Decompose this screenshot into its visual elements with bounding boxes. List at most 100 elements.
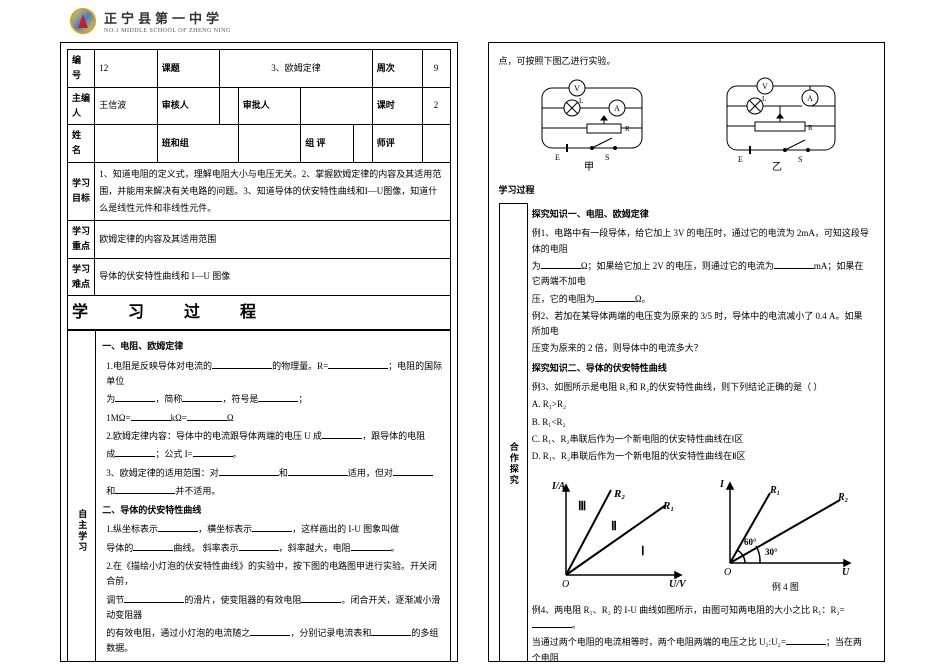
iv-graph-1: I/A U/V O R₂ R₁ Ⅲ Ⅱ Ⅰ [541,475,691,595]
blank [131,411,171,421]
cell-goal: 1、知道电阻的定义式，理解电阻大小与电压无关。2、掌握欧姆定律的内容及其适用范围… [95,162,450,220]
left-body-table: 自主学习 一、电阻、欧姆定律 1.电阻是反映导体对电流的的物理量。R=；电阻的国… [67,330,451,662]
svg-text:60°: 60° [744,537,757,547]
circuit-diagram-left: V A L R S E 甲 [517,76,667,171]
line: 成；公式 I=。 [102,447,443,462]
line: 为Ω；如果给它加上 2V 的电压，则通过它的电流为mA；如果在它两端不加电 [532,259,870,290]
blank [393,466,433,476]
explore-2-title: 探究知识二、导体的伏安特性曲线 [532,361,870,376]
cell-class [238,125,300,163]
content-area: 编 号 12 课题 3、欧姆定律 周次 9 主编人 王信波 审核人 审批人 课时… [0,42,945,662]
iv-graph-2: I U O R₁ R₂ 60° 30° [710,473,860,578]
blank [158,522,198,532]
svg-text:乙: 乙 [772,161,782,171]
svg-text:R₂: R₂ [613,488,625,500]
line: 压，它的电阻为Ω。 [532,292,870,307]
process-title: 学 习 过 程 [68,296,451,330]
cell-topic: 3、欧姆定律 [220,50,373,88]
table-row: 主编人 王信波 审核人 审批人 课时 2 [68,87,451,125]
school-name-block: 正宁县第一中学 NO.1 MIDDLE SCHOOL OF ZHENG NING [104,8,231,34]
blank [178,660,238,662]
cell-approver [301,87,373,125]
line: 的有效电阻，通过小灯泡的电流随之，分别记录电流表和的多组数据。 [102,626,443,657]
cell-editor: 王信波 [95,87,157,125]
process-label: 学习过程 [499,183,875,198]
line: 和并不适用。 [102,484,443,499]
svg-text:Ⅱ: Ⅱ [611,519,617,533]
svg-text:A: A [807,94,813,103]
svg-text:Ⅲ: Ⅲ [578,499,586,513]
line: 1.电阻是反映导体对电流的的物理量。R=；电阻的国际单位 [102,359,443,390]
option-b: B. R₁<R₂ [532,415,870,430]
svg-text:甲: 甲 [584,162,594,171]
svg-text:30°: 30° [765,547,778,557]
explore-1-title: 探究知识一、电阻、欧姆定律 [532,207,870,222]
cell-diff-label: 学习难点 [68,258,95,296]
section-1-title: 一、电阻、欧姆定律 [102,339,443,354]
svg-text:L: L [579,97,583,105]
blank [786,635,826,645]
line: 例2、若加在某导体两端的电压变为原来的 3/5 时，导体中的电流减小了 0.4 … [532,309,870,340]
cell-hours-label: 课时 [372,87,422,125]
cell-topic-label: 课题 [157,50,219,88]
svg-text:Ⅰ: Ⅰ [641,544,645,558]
svg-text:I: I [719,479,725,490]
page-right: 点，可按照下图乙进行实验。 [488,42,886,662]
line: 例3、如图所示是电阻 R₁和 R₂的伏安特性曲线，则下列结论正确的是（ ） [532,380,870,395]
graph-2-caption: 例 4 图 [710,580,860,595]
blank [252,522,292,532]
line: 1MΩ=kΩ=Ω [102,411,443,426]
graph-2-wrap: I U O R₁ R₂ 60° 30° 例 4 图 [710,473,860,595]
left-body-cell: 一、电阻、欧姆定律 1.电阻是反映导体对电流的的物理量。R=；电阻的国际单位 为… [96,331,450,662]
blank [115,392,155,402]
svg-text:R: R [808,124,813,132]
table-row: 学习目标 1、知道电阻的定义式，理解电阻大小与电压无关。2、掌握欧姆定律的内容及… [68,162,451,220]
side-label-left: 自主学习 [68,331,96,662]
line: 2.欧姆定律内容：导体中的电流跟导体两端的电压 U 成，跟导体的电阻 [102,429,443,444]
line: 调节的滑片，使变阻器的有效电阻。闭合开关，逐渐减小滑动变阻器 [102,593,443,624]
svg-text:R₁: R₁ [769,485,780,496]
cell-editor-label: 主编人 [68,87,95,125]
blank [258,392,298,402]
blank [774,259,814,269]
cell-class-label: 班和组 [157,125,238,163]
blank [532,618,572,628]
cell-goal-label: 学习目标 [68,162,95,220]
line: 导体的曲线。 斜率表示，斜率越大，电阻。 [102,541,443,556]
table-row: 学习重点 欧姆定律的内容及其适用范围 [68,221,451,259]
school-logo-icon [70,8,96,34]
svg-text:U: U [842,567,850,578]
line: 直到电流达到它的。由于变阻器是串联在电路中，即使 R 调到最大，电路 [102,660,443,662]
blank [219,466,279,476]
cell-geval-label: 组 评 [301,125,354,163]
line: 2.在《描绘小灯泡的伏安特性曲线》的实验中，按下图的电路图甲进行实验。开关闭合前… [102,559,443,590]
cell-week: 9 [422,50,450,88]
svg-text:S: S [605,153,609,162]
line: 为，简称，符号是； [102,392,443,407]
blank [212,359,272,369]
circuit-diagram-right: V A L R S E 乙 [705,76,855,171]
top-line: 点，可按照下图乙进行实验。 [499,54,875,69]
blank [288,466,348,476]
blank [595,292,635,302]
svg-text:R: R [625,125,630,133]
blank [322,429,362,439]
cell-key-label: 学习重点 [68,221,95,259]
svg-text:I/A: I/A [551,481,566,492]
svg-text:O: O [724,567,731,578]
svg-text:R₁: R₁ [662,500,674,512]
svg-text:E: E [738,155,743,164]
line: 例4、两电阻 R₁、R₂ 的 I-U 曲线如图所示，由图可知两电阻的大小之比 R… [532,603,870,634]
cell-reviewer-label: 审核人 [157,87,219,125]
blank [115,447,155,457]
cell-diff: 导体的伏安特性曲线和 I—U 图像 [95,258,450,296]
option-a: A. R₁>R₂ [532,397,870,412]
cell-teval [422,125,450,163]
svg-text:A: A [614,104,620,113]
cell-hours: 2 [422,87,450,125]
svg-text:V: V [762,82,768,91]
blank [133,541,173,551]
circuit-row: V A L R S E 甲 [499,72,875,179]
cell-week-label: 周次 [372,50,422,88]
blank [193,447,233,457]
